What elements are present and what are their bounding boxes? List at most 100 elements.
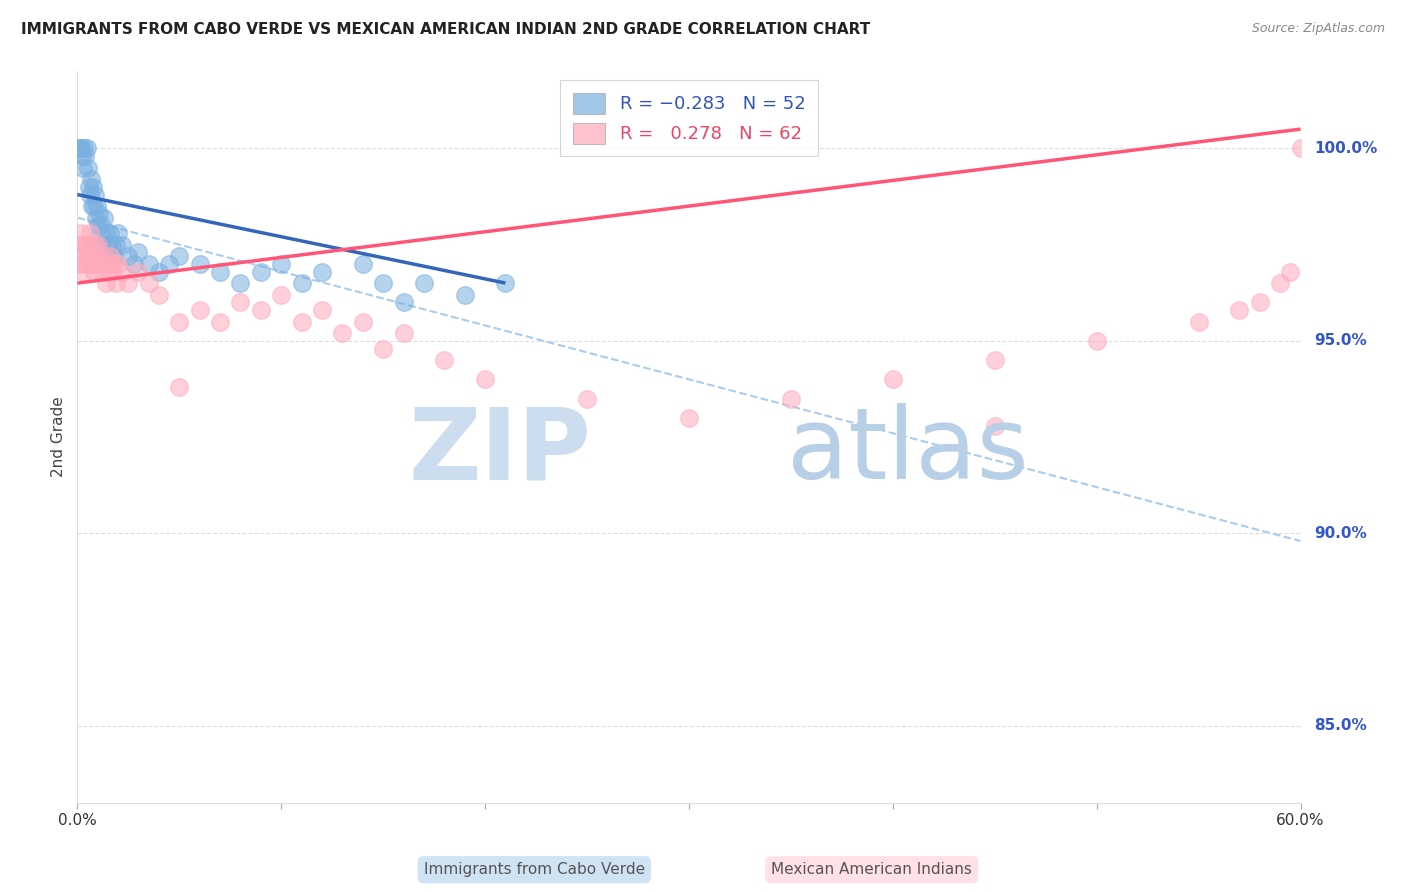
Y-axis label: 2nd Grade: 2nd Grade [51, 397, 66, 477]
Text: 90.0%: 90.0% [1315, 525, 1368, 541]
Point [80, 257, 103, 271]
Text: Source: ZipAtlas.com: Source: ZipAtlas.com [1251, 22, 1385, 36]
Point [75, 149, 97, 163]
Point [76, 237, 98, 252]
Point [97, 237, 120, 252]
Point [70, 226, 93, 240]
Text: IMMIGRANTS FROM CABO VERDE VS MEXICAN AMERICAN INDIAN 2ND GRADE CORRELATION CHAR: IMMIGRANTS FROM CABO VERDE VS MEXICAN AM… [21, 22, 870, 37]
Point [208, 315, 231, 329]
Point [1270, 276, 1292, 290]
Point [290, 315, 312, 329]
Point [138, 276, 160, 290]
Point [127, 264, 149, 278]
Text: Immigrants from Cabo Verde: Immigrants from Cabo Verde [423, 863, 645, 877]
Point [69, 257, 91, 271]
Point [80, 199, 103, 213]
Point [250, 264, 273, 278]
Point [67, 141, 90, 155]
Text: 95.0%: 95.0% [1315, 334, 1368, 349]
Point [392, 326, 415, 340]
Point [67, 237, 90, 252]
Point [1085, 334, 1108, 348]
Point [352, 315, 374, 329]
Point [79, 226, 101, 240]
Point [107, 257, 129, 271]
Point [90, 264, 112, 278]
Point [97, 257, 120, 271]
Point [290, 276, 312, 290]
Point [84, 257, 107, 271]
Point [83, 199, 105, 213]
Point [576, 392, 599, 406]
Point [208, 264, 231, 278]
Legend: R = −0.283   N = 52, R =   0.278   N = 62: R = −0.283 N = 52, R = 0.278 N = 62 [560, 80, 818, 156]
Point [94, 226, 117, 240]
Point [84, 211, 107, 225]
Point [90, 219, 112, 233]
Point [352, 257, 374, 271]
Point [1249, 295, 1271, 310]
Point [780, 392, 803, 406]
Text: ZIP: ZIP [408, 403, 591, 500]
Point [413, 276, 436, 290]
Point [83, 187, 105, 202]
Point [678, 410, 700, 425]
Point [250, 303, 273, 318]
Point [82, 179, 104, 194]
Point [270, 257, 292, 271]
Point [229, 295, 252, 310]
Point [148, 287, 170, 301]
Point [82, 249, 104, 263]
Point [188, 303, 211, 318]
Point [90, 237, 112, 252]
Point [474, 372, 496, 386]
Point [86, 199, 108, 213]
Point [453, 287, 475, 301]
Point [83, 237, 105, 252]
Point [984, 418, 1007, 433]
Point [169, 249, 191, 263]
Point [98, 226, 121, 240]
Point [371, 276, 394, 290]
Point [77, 257, 100, 271]
Point [392, 295, 415, 310]
Point [93, 211, 115, 225]
Point [229, 276, 252, 290]
Point [111, 264, 134, 278]
Point [101, 237, 124, 252]
Point [72, 149, 94, 163]
Point [87, 237, 110, 252]
Point [72, 237, 94, 252]
Point [105, 237, 128, 252]
Point [311, 264, 333, 278]
Point [169, 380, 191, 394]
Point [105, 276, 128, 290]
Point [124, 257, 146, 271]
Text: atlas: atlas [787, 403, 1028, 500]
Point [87, 219, 110, 233]
Point [103, 257, 125, 271]
Point [86, 249, 108, 263]
Text: Mexican American Indians: Mexican American Indians [772, 863, 972, 877]
Text: 100.0%: 100.0% [1315, 141, 1378, 156]
Point [72, 249, 94, 263]
Point [117, 249, 139, 263]
Point [72, 161, 94, 175]
Point [73, 141, 96, 155]
Point [148, 264, 170, 278]
Point [94, 276, 117, 290]
Point [1279, 264, 1302, 278]
Text: 85.0%: 85.0% [1315, 718, 1368, 733]
Point [188, 257, 211, 271]
Point [79, 172, 101, 186]
Point [76, 161, 98, 175]
Point [89, 226, 111, 240]
Point [70, 141, 93, 155]
Point [73, 264, 96, 278]
Point [127, 245, 149, 260]
Point [169, 315, 191, 329]
Point [89, 257, 111, 271]
Point [98, 249, 121, 263]
Point [79, 187, 101, 202]
Point [69, 141, 91, 155]
